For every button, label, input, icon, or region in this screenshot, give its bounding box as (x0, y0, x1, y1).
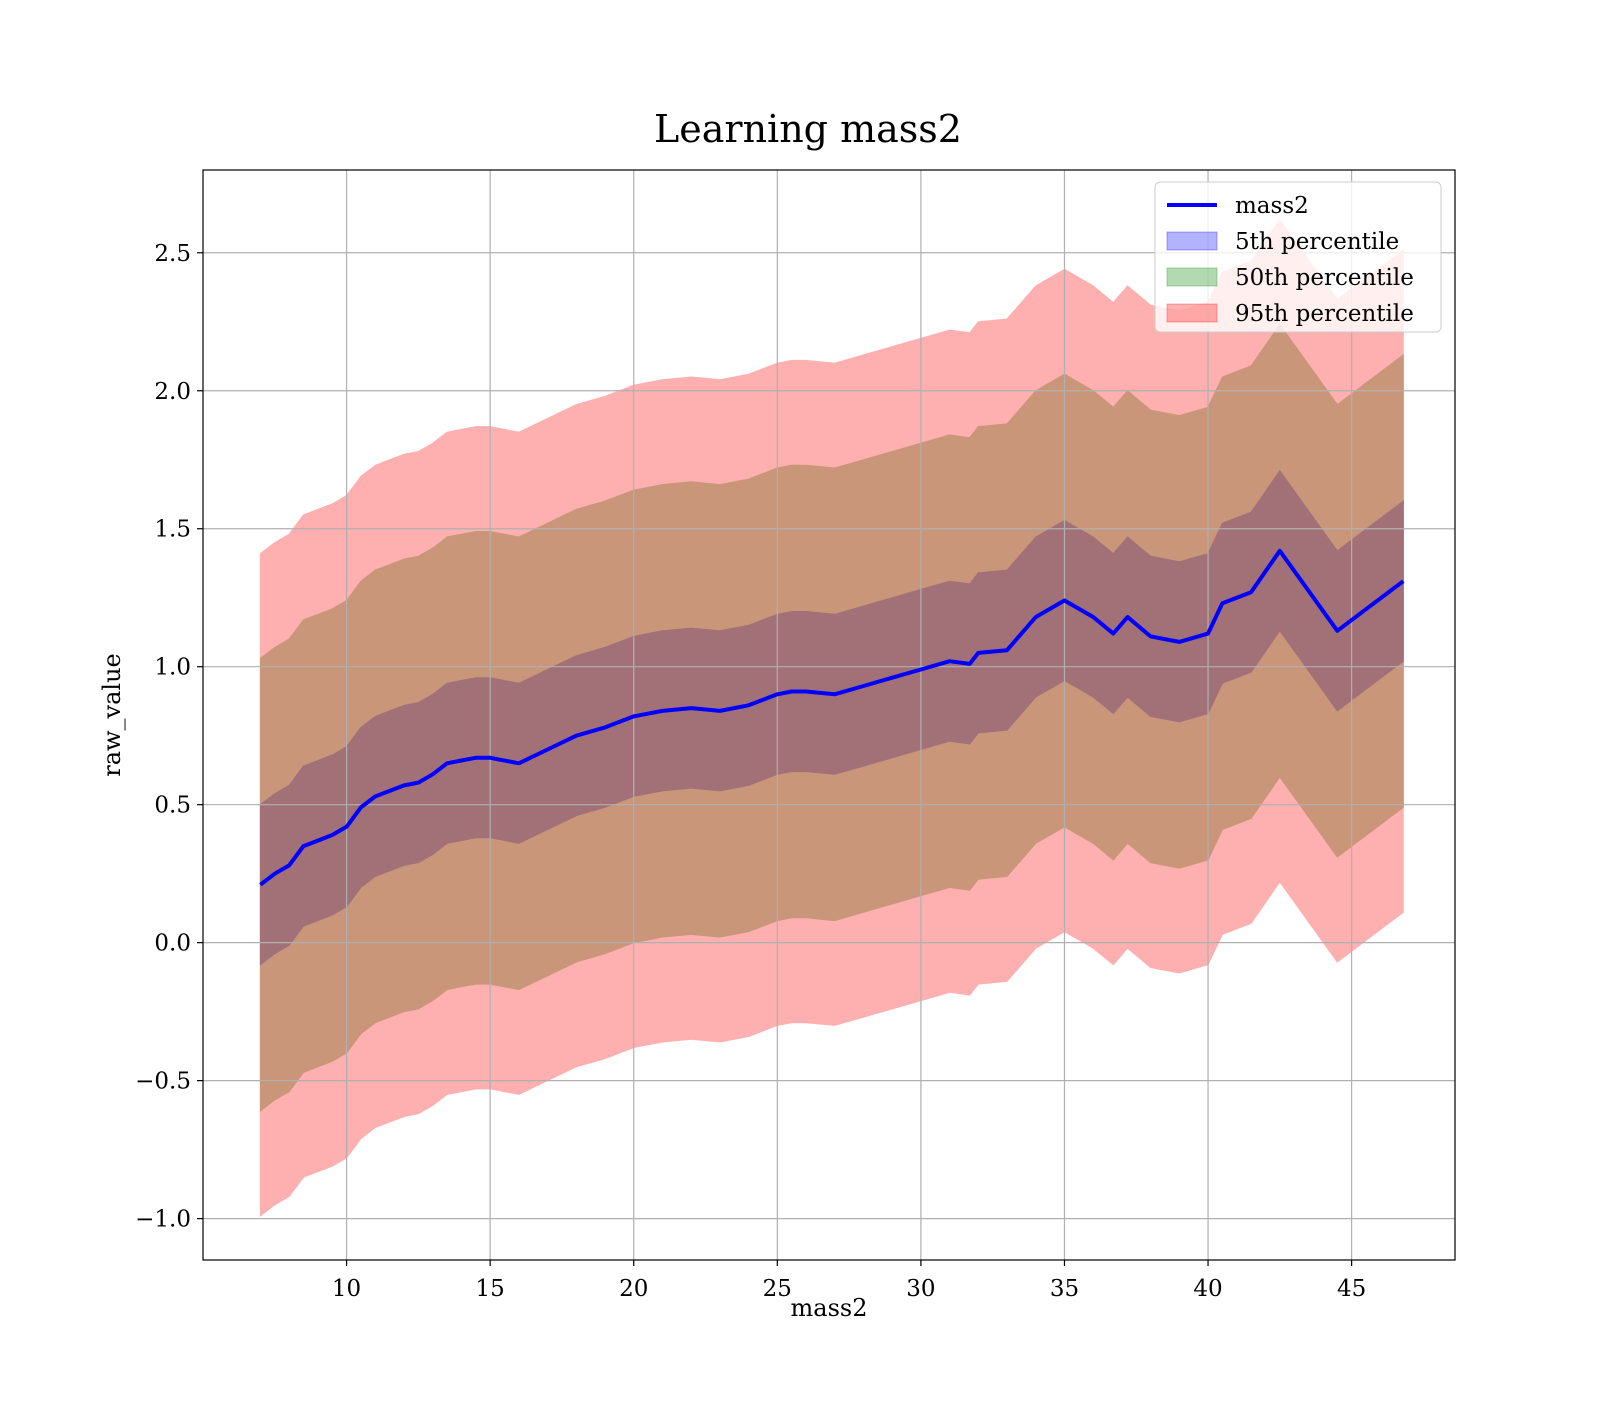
x-axis-label: mass2 (791, 1294, 868, 1322)
series-line-mass2 (259, 548, 1405, 887)
legend-swatch-95th-percentile (1166, 303, 1218, 323)
x-tick-label: 20 (619, 1276, 648, 1302)
y-tick-label: 0.5 (154, 793, 191, 819)
x-tick-label: 15 (476, 1276, 505, 1302)
legend: mass2 5th percentile 50th percentile 95th p… (1154, 181, 1442, 333)
x-tick-label: 10 (332, 1276, 361, 1302)
x-tick-label: 25 (763, 1276, 792, 1302)
y-axis-label: raw_value (98, 653, 126, 777)
y-tick-label: 1.0 (154, 655, 191, 681)
x-tick-label: 30 (906, 1276, 935, 1302)
y-tick-label: 0.0 (154, 931, 191, 957)
line-layer (259, 548, 1405, 887)
legend-swatch-50th-percentile (1166, 267, 1218, 287)
legend-box (1154, 181, 1442, 333)
x-tick-label: 35 (1050, 1276, 1079, 1302)
legend-label-mass2: mass2 (1235, 193, 1309, 219)
y-axis: −1.0 −0.5 0.0 0.5 1.0 1.5 2.0 2.5 (135, 241, 203, 1233)
bands-layer (259, 218, 1404, 1217)
legend-label-95th-percentile: 95th percentile (1235, 301, 1414, 327)
y-tick-label: −1.0 (135, 1207, 191, 1233)
x-tick-label: 45 (1337, 1276, 1366, 1302)
legend-swatch-5th-percentile (1166, 231, 1218, 251)
y-tick-label: −0.5 (135, 1069, 191, 1095)
chart-title: Learning mass2 (654, 107, 962, 151)
x-tick-label: 40 (1193, 1276, 1222, 1302)
x-axis: 10 15 20 25 30 35 40 45 (332, 1260, 1366, 1302)
band-5th-percentile (259, 469, 1404, 966)
legend-label-50th-percentile: 50th percentile (1235, 265, 1414, 291)
y-tick-label: 1.5 (154, 517, 191, 543)
legend-label-5th-percentile: 5th percentile (1235, 229, 1399, 255)
plot-frame (202, 169, 1456, 1261)
y-tick-label: 2.0 (154, 379, 191, 405)
y-tick-label: 2.5 (154, 241, 191, 267)
